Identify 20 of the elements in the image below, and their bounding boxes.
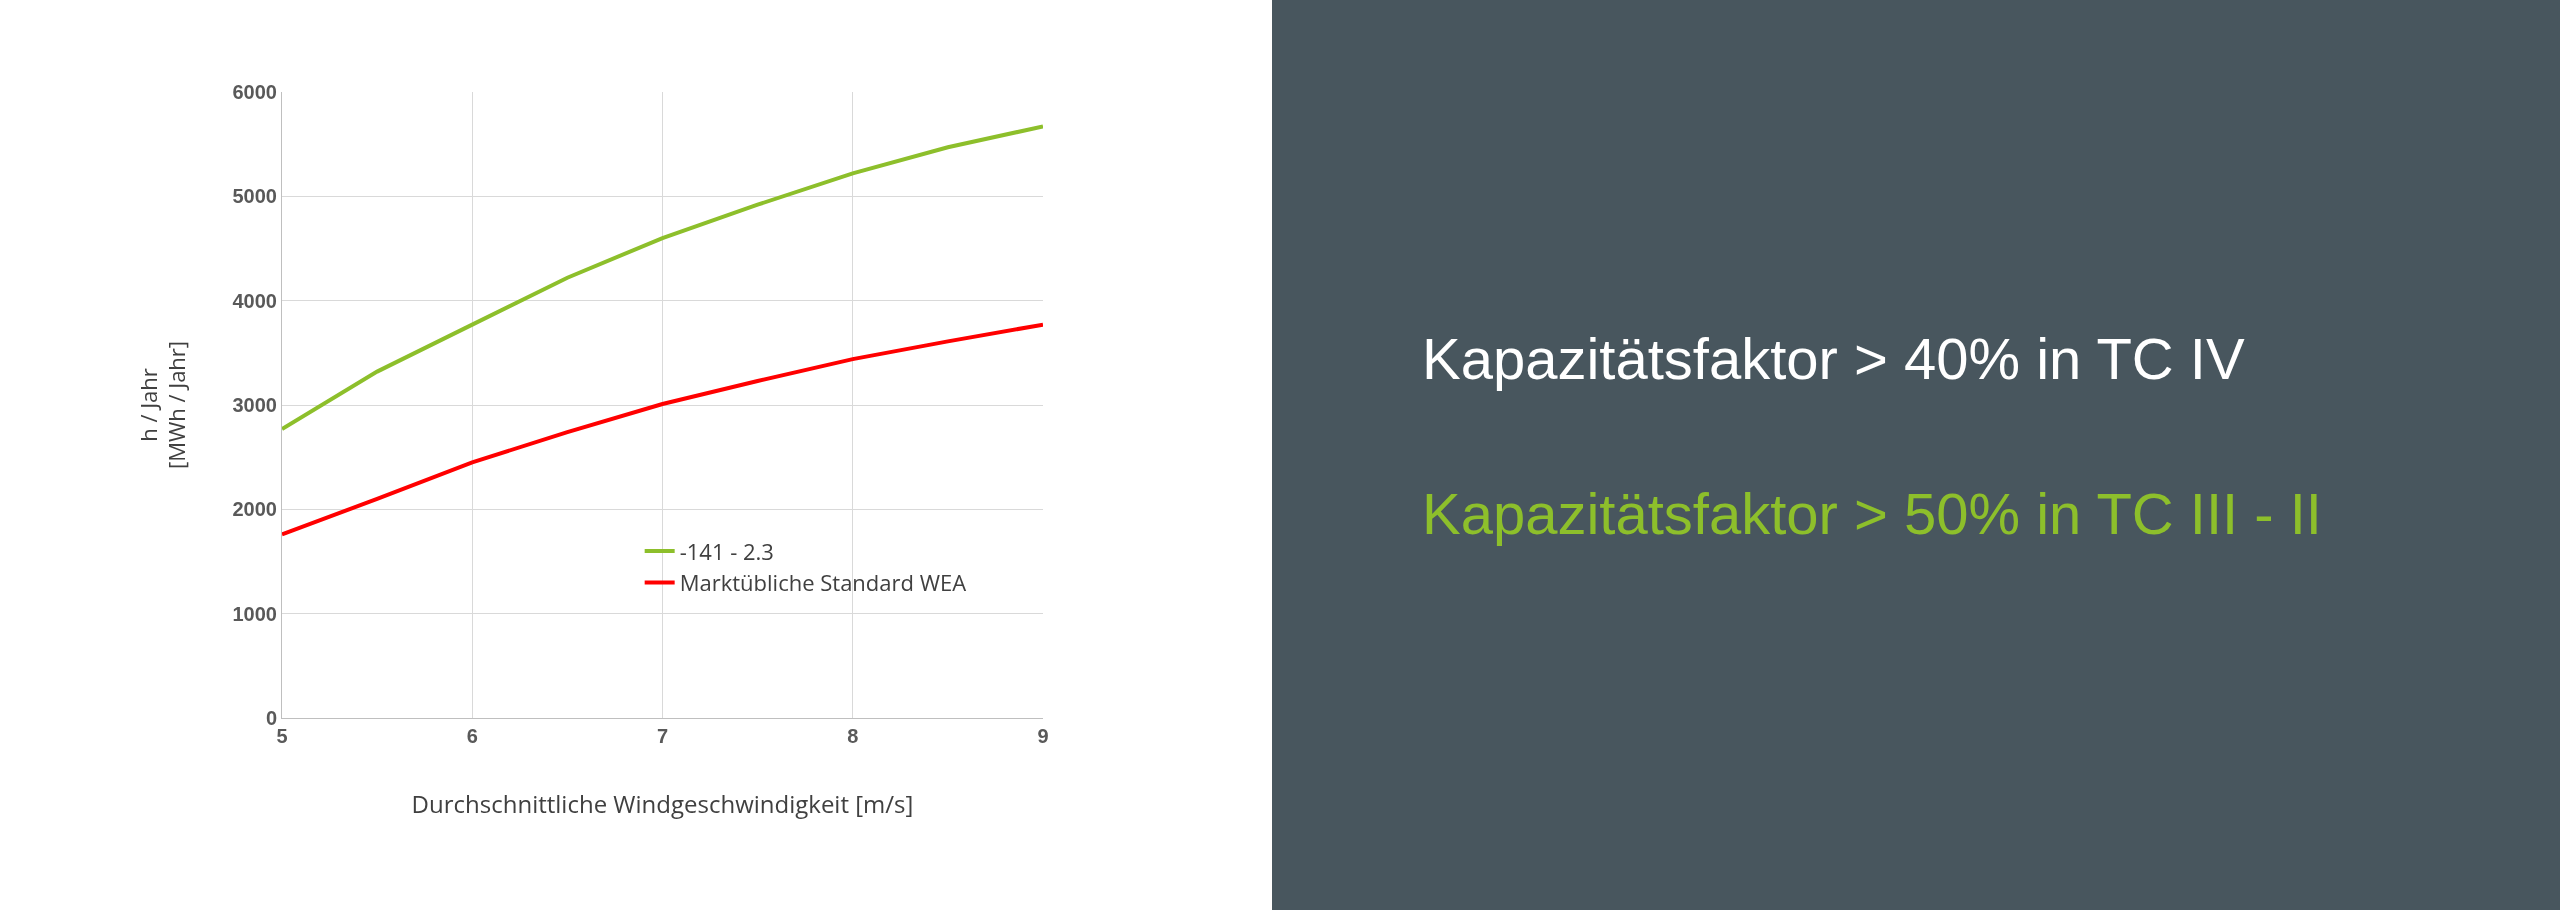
legend-label: -141 - 2.3 <box>679 535 774 566</box>
text: Kapazitätsfaktor > 50% in TC III - II <box>1422 480 2322 547</box>
y-tick-label: 5000 <box>232 185 277 208</box>
y-tick-label: 1000 <box>232 602 277 625</box>
x-tick-label: 9 <box>1037 725 1049 747</box>
legend-label: Marktübliche Standard WEA <box>679 567 967 598</box>
x-axis-title: Durchschnittliche Windgeschwindigkeit [m/s] <box>411 787 914 821</box>
y-tick-label: 4000 <box>232 289 277 312</box>
x-tick-label: 7 <box>656 725 669 747</box>
x-tick-label: 5 <box>276 725 288 747</box>
text: Kapazitätsfaktor > 40% in TC IV <box>1422 325 2245 392</box>
line-series <box>282 124 1043 431</box>
y-tick-label: 6000 <box>232 81 277 103</box>
y-tick-label: 0 <box>265 707 277 729</box>
y-tick-label: 2000 <box>232 498 277 521</box>
y-axis-title: h / Jahr [MWh / Jahr] <box>132 340 192 470</box>
y-tick-label: 3000 <box>232 394 277 416</box>
x-tick-label: 6 <box>466 725 478 747</box>
line-series <box>282 322 1043 537</box>
x-tick-label: 8 <box>847 725 859 747</box>
